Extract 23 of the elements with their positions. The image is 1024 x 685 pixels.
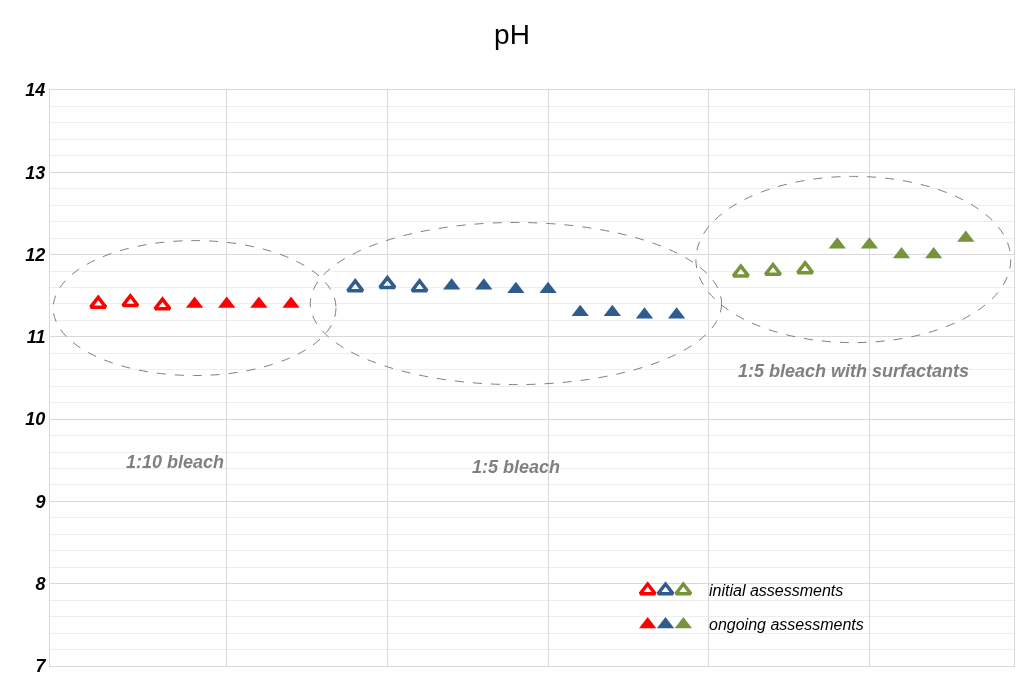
y-tick-label: 14 [25,80,46,101]
y-tick-label: 12 [25,244,46,265]
legend-label: ongoing assessments [709,616,864,633]
y-tick-label: 9 [35,491,46,512]
y-tick-label: 11 [26,327,46,348]
y-tick-label: 8 [35,574,46,595]
point [731,264,751,278]
point [153,297,172,311]
point [378,275,397,290]
point [795,261,815,275]
annotation: 1:5 bleach with surfactants [738,361,970,381]
chart-title: pH [494,18,530,50]
annotation: 1:10 bleach [126,452,225,472]
y-tick-label: 10 [25,409,46,430]
annotation: 1:5 bleach [472,457,561,477]
point [763,262,783,277]
legend-label: initial assessments [709,582,844,599]
y-tick-label: 13 [25,162,46,183]
point [121,294,140,308]
y-tick-label: 7 [35,656,47,677]
point [346,279,365,293]
point [88,295,108,309]
point [410,279,429,293]
